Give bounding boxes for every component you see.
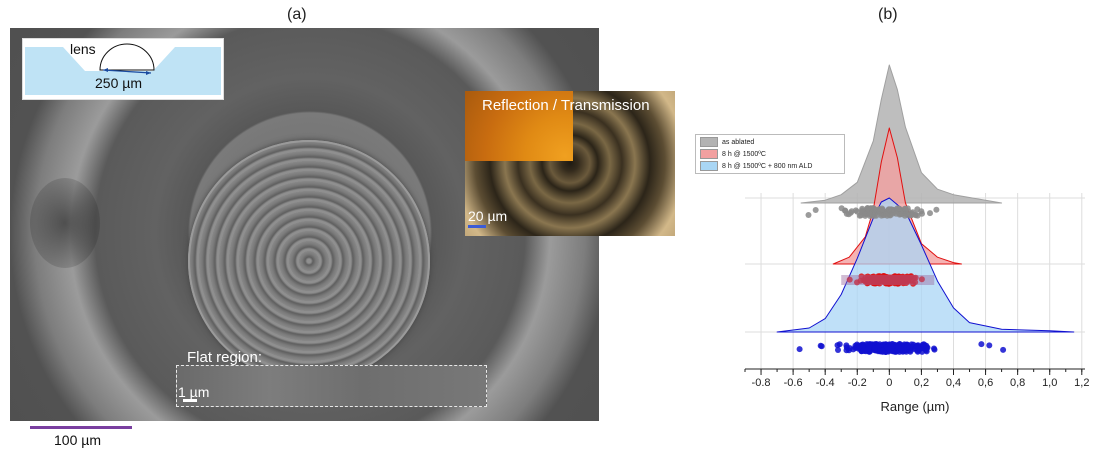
point-s0-3 bbox=[805, 212, 812, 218]
sem-rim-shadow bbox=[30, 178, 100, 268]
panel-b-label: (b) bbox=[878, 6, 898, 23]
point-s0-108 bbox=[933, 206, 940, 213]
legend: as ablated 8 h @ 1500ºC 8 h @ 1500ºC + 8… bbox=[695, 134, 845, 174]
point-s0-109 bbox=[890, 210, 896, 217]
point-s0-107 bbox=[901, 205, 908, 212]
legend-item-annealed: 8 h @ 1500ºC bbox=[700, 149, 766, 159]
x-tick-label-8: 0,8 bbox=[1010, 377, 1025, 389]
point-s2-258 bbox=[897, 346, 904, 353]
point-s1-154 bbox=[875, 279, 882, 286]
point-s2-172 bbox=[834, 342, 841, 349]
point-s0-83 bbox=[895, 205, 902, 212]
point-s1-155 bbox=[900, 278, 907, 285]
point-s2-259 bbox=[889, 343, 896, 350]
point-s0-70 bbox=[919, 210, 925, 217]
legend-item-ald: 8 h @ 1500ºC + 800 nm ALD bbox=[700, 161, 812, 171]
point-s0-106 bbox=[867, 211, 873, 218]
lens-schematic-drawing bbox=[25, 43, 221, 95]
point-s0-22 bbox=[927, 210, 933, 217]
legend-swatch-as-ablated bbox=[700, 137, 718, 147]
x-tick-label-2: -0.4 bbox=[816, 377, 835, 389]
x-axis: -0.8 -0.6 -0.4 -0.2 0 0,2 0,4 0,6 0,8 1,0 1,2 bbox=[744, 368, 1089, 389]
flat-region-title: Flat region: bbox=[187, 349, 263, 366]
x-tick-label-0: -0.8 bbox=[752, 377, 771, 389]
ridgeline-chart: -0.8 -0.6 -0.4 -0.2 0 0,2 0,4 0,6 0,8 1,0 1,2 Rang… bbox=[744, 64, 1089, 414]
sem-microlens bbox=[188, 140, 430, 382]
density-curve-1 bbox=[832, 127, 963, 265]
point-s1-144 bbox=[911, 275, 917, 281]
point-s2-5 bbox=[818, 343, 825, 350]
point-s1-0 bbox=[918, 276, 925, 283]
x-tick-label-6: 0,4 bbox=[946, 377, 961, 389]
legend-label-annealed: 8 h @ 1500ºC bbox=[722, 150, 766, 158]
x-axis-label: Range (µm) bbox=[881, 399, 950, 414]
x-tick-label-5: 0,2 bbox=[914, 377, 929, 389]
legend-label-ald: 8 h @ 1500ºC + 800 nm ALD bbox=[722, 162, 813, 170]
optical-inset: Reflection / Transmission 20 µm bbox=[465, 91, 675, 236]
point-s2-1 bbox=[978, 341, 985, 348]
point-s2-256 bbox=[879, 347, 886, 354]
density-curve-2 bbox=[776, 197, 1075, 333]
density-curve-0 bbox=[800, 64, 1003, 204]
reflection-half bbox=[465, 91, 573, 161]
point-s1-159 bbox=[879, 278, 886, 285]
x-tick-label-3: -0.2 bbox=[848, 377, 867, 389]
flat-region-scale-label: 1 µm bbox=[178, 384, 210, 400]
point-s0-103 bbox=[879, 205, 885, 212]
point-s1-5 bbox=[846, 276, 853, 283]
lens-diameter-label: 250 µm bbox=[95, 75, 142, 91]
point-s0-1 bbox=[812, 207, 819, 213]
point-s0-98 bbox=[902, 210, 909, 217]
point-s2-3 bbox=[796, 346, 803, 353]
point-s2-2 bbox=[1000, 346, 1007, 353]
point-s0-99 bbox=[886, 207, 893, 213]
point-s1-116 bbox=[910, 280, 917, 287]
point-s2-253 bbox=[865, 345, 872, 352]
optical-scale-bar bbox=[468, 225, 486, 228]
main-scale-label: 100 µm bbox=[54, 432, 101, 448]
legend-item-as-ablated: as ablated bbox=[700, 137, 754, 147]
point-s0-95 bbox=[842, 207, 848, 214]
point-s2-226 bbox=[855, 344, 861, 351]
flat-region-scale-bar bbox=[183, 399, 197, 402]
point-s2-231 bbox=[835, 347, 841, 353]
point-s1-148 bbox=[858, 273, 865, 280]
point-s2-244 bbox=[914, 342, 921, 349]
point-s0-93 bbox=[859, 209, 866, 216]
point-s1-157 bbox=[904, 275, 911, 281]
main-scale-bar bbox=[30, 426, 132, 429]
point-s2-237 bbox=[923, 342, 930, 349]
point-s1-122 bbox=[870, 273, 877, 280]
point-s1-156 bbox=[888, 276, 895, 283]
optical-scale-label: 20 µm bbox=[468, 208, 508, 224]
x-tick-label-1: -0.6 bbox=[784, 377, 803, 389]
point-s0-88 bbox=[912, 212, 919, 219]
point-s0-90 bbox=[878, 212, 885, 219]
legend-swatch-annealed bbox=[700, 149, 718, 159]
legend-swatch-ald bbox=[700, 161, 718, 171]
x-tick-label-9: 1,0 bbox=[1042, 377, 1057, 389]
point-s2-224 bbox=[931, 345, 937, 352]
overlap-tint bbox=[841, 275, 935, 285]
point-s1-158 bbox=[895, 280, 902, 287]
point-s1-141 bbox=[864, 273, 871, 280]
legend-label-as-ablated: as ablated bbox=[722, 138, 755, 146]
x-tick-label-4: 0 bbox=[886, 377, 892, 389]
point-s2-200 bbox=[907, 348, 914, 355]
x-tick-label-7: 0,6 bbox=[978, 377, 993, 389]
point-s2-0 bbox=[986, 342, 993, 349]
point-s0-104 bbox=[854, 208, 861, 215]
flat-region-inset bbox=[176, 365, 487, 407]
point-s0-96 bbox=[848, 208, 855, 215]
lens-label: lens bbox=[70, 41, 96, 57]
panel-a-label: (a) bbox=[287, 6, 307, 23]
x-tick-label-10: 1,2 bbox=[1074, 377, 1089, 389]
lens-schematic-inset: lens 250 µm bbox=[22, 38, 224, 100]
point-s2-211 bbox=[914, 347, 921, 354]
optical-inset-title: Reflection / Transmission bbox=[482, 97, 650, 114]
point-s2-84 bbox=[843, 347, 850, 354]
point-layer bbox=[796, 205, 1007, 355]
